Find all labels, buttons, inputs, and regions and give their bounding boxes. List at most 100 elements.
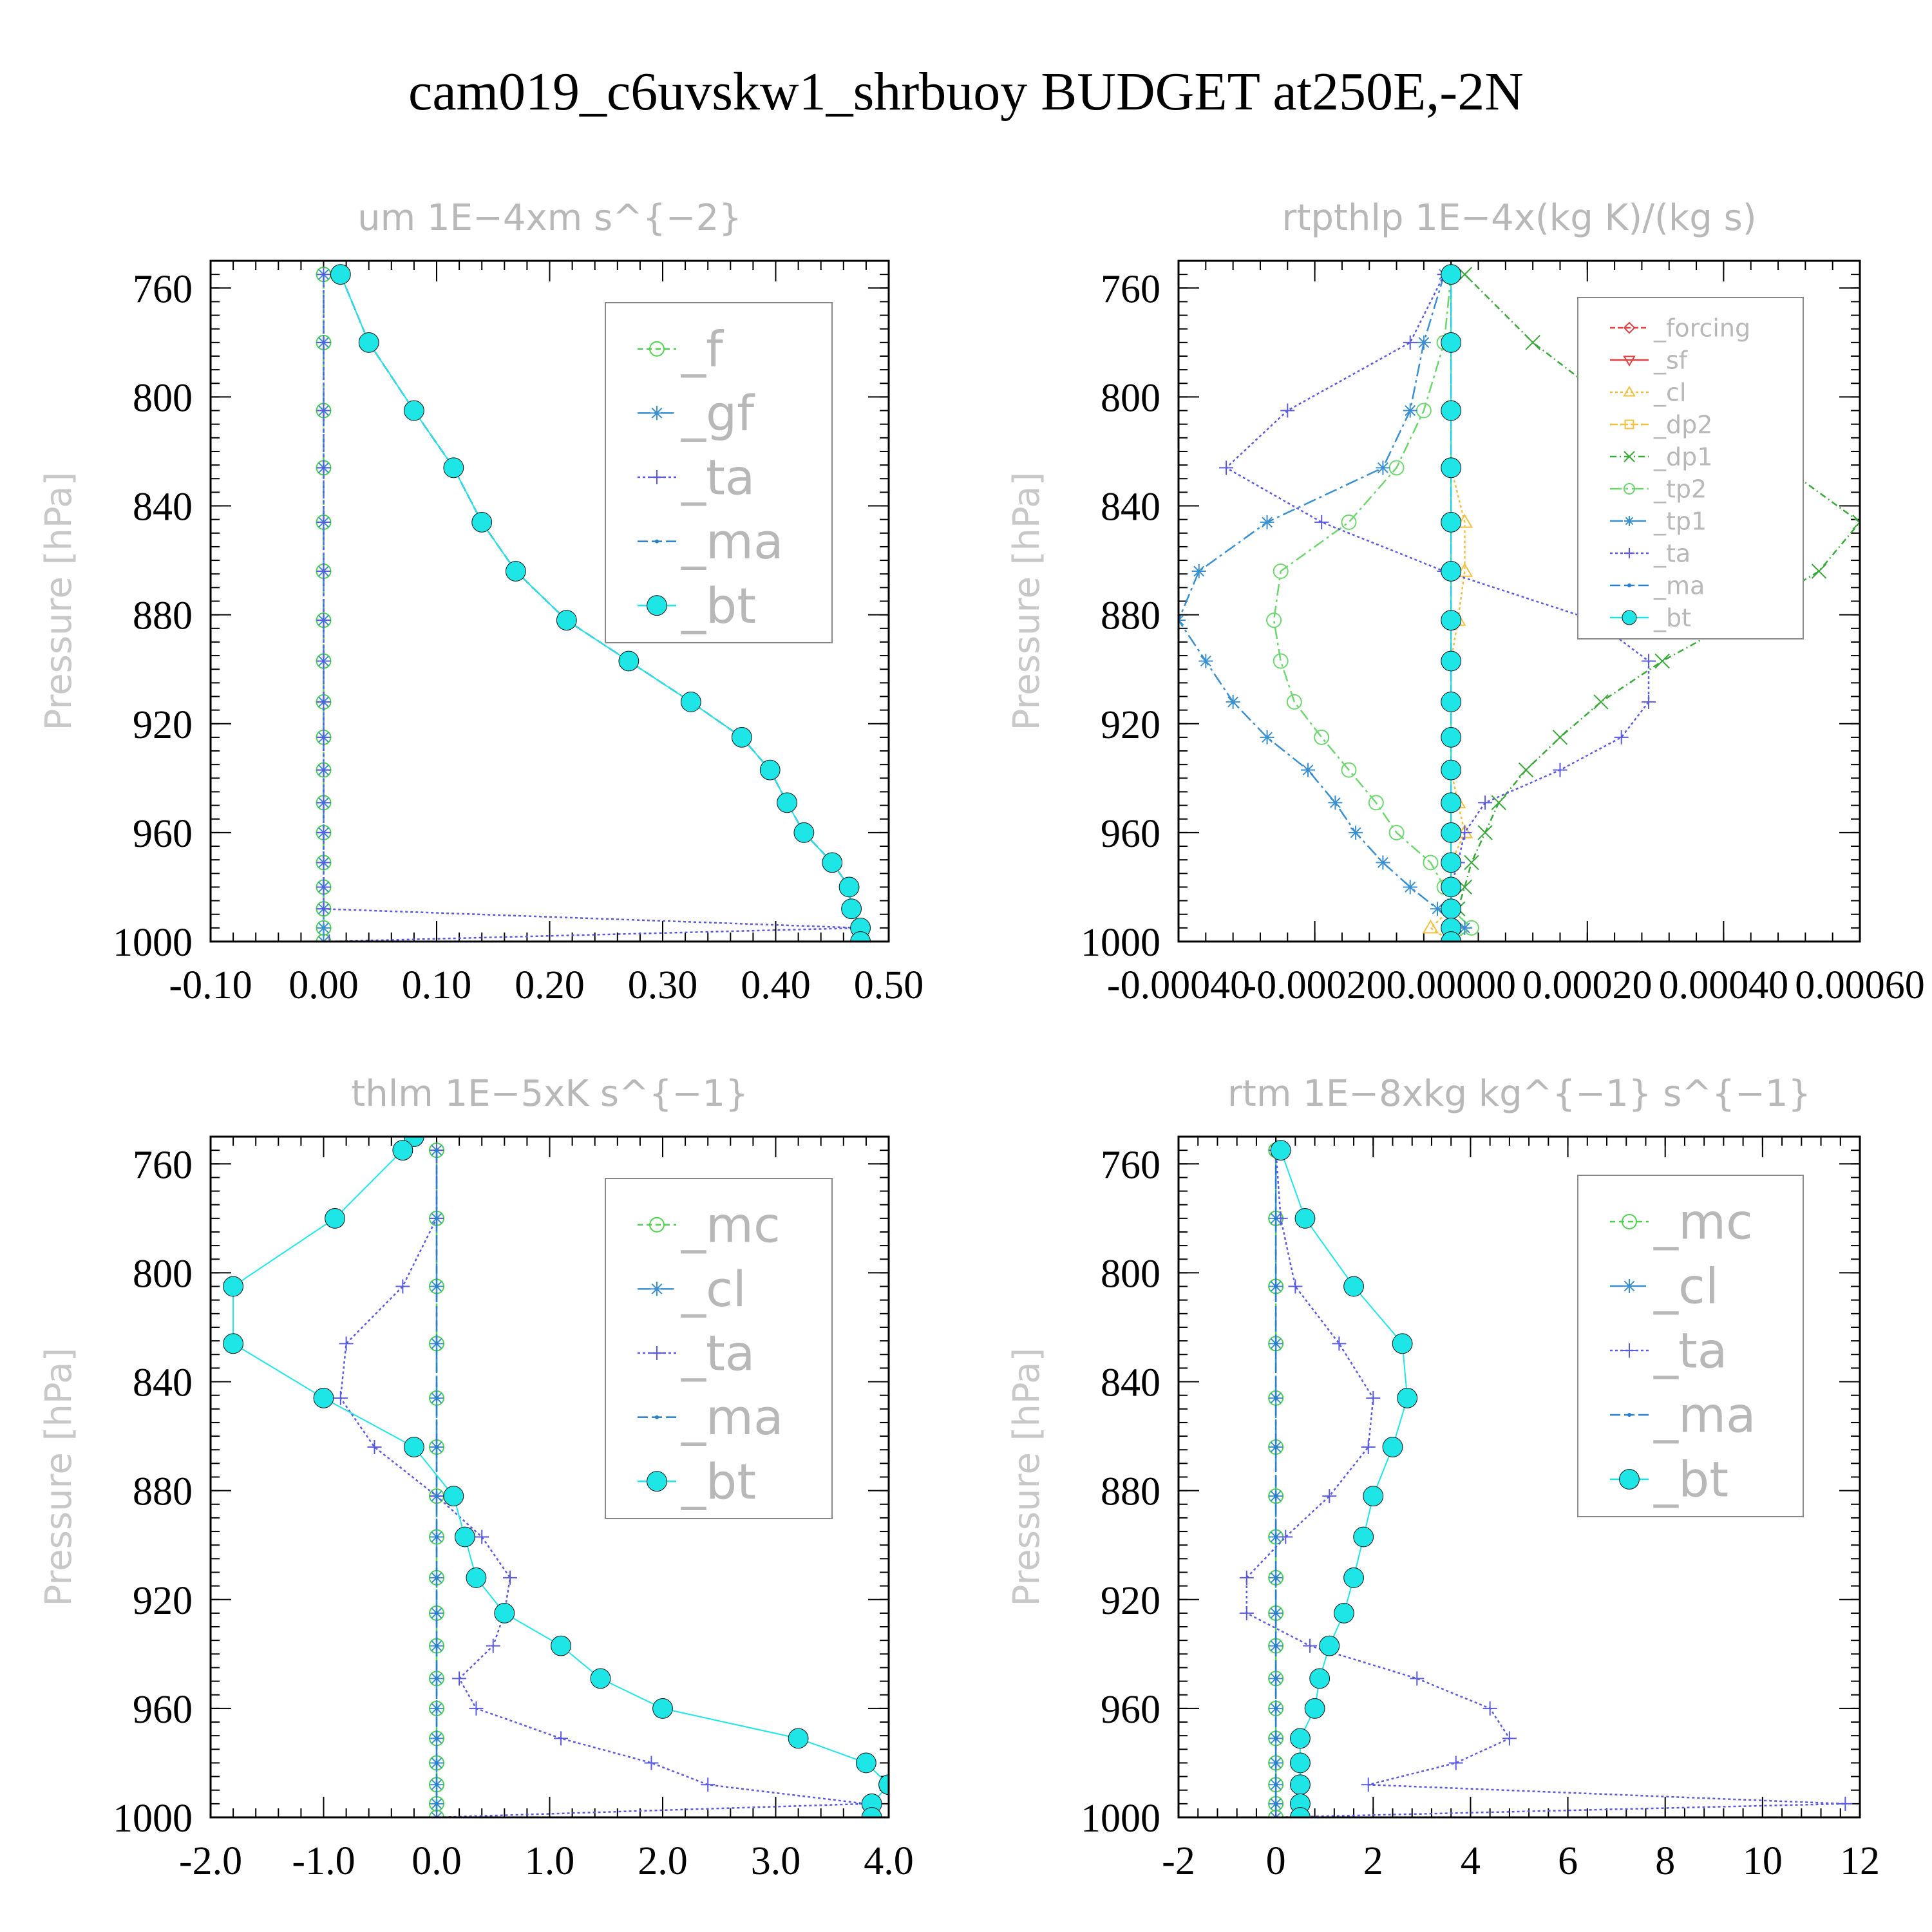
data-point (316, 795, 331, 810)
legend-item-bt: _bt (638, 1453, 756, 1510)
y-tick-label: 960 (133, 812, 193, 856)
data-point (1403, 403, 1417, 418)
y-tick-label: 960 (1101, 1688, 1160, 1732)
y-axis-label: Pressure [hPa] (38, 472, 80, 731)
legend: _forcing _sf _cl _dp2 _dp1 _tp2 _tp1 _ta _ma _bt (1577, 297, 1804, 639)
data-point (1274, 1396, 1278, 1400)
legend: _mc _cl _ta _ma _bt (1577, 1175, 1804, 1517)
x-tick-label: 0.50 (854, 963, 924, 1007)
legend-item-sf: _sf (1610, 346, 1689, 374)
data-point (793, 822, 815, 843)
data-point (1274, 1611, 1278, 1615)
data-point (452, 1671, 467, 1686)
legend-marker (1622, 610, 1637, 625)
y-tick-label: 920 (1101, 1579, 1160, 1623)
data-point (1478, 795, 1493, 810)
data-point (861, 1807, 882, 1817)
data-point (1552, 730, 1568, 745)
legend-marker (1619, 1469, 1640, 1490)
legend-item-ma: _ma (1610, 571, 1705, 600)
data-point (313, 1387, 334, 1408)
legend-item-mc: _mc (638, 1196, 781, 1253)
data-point (475, 1530, 489, 1544)
data-point (1838, 1796, 1853, 1811)
data-point (1260, 515, 1274, 529)
data-point (435, 1284, 439, 1289)
data-point (1286, 694, 1302, 710)
data-point (1361, 1439, 1376, 1454)
y-tick-label: 880 (1101, 594, 1160, 638)
data-point (777, 792, 797, 813)
y-tick-label: 880 (133, 594, 193, 638)
data-point (1593, 694, 1609, 710)
x-tick-label: -2 (1162, 1839, 1195, 1883)
data-point (1349, 825, 1363, 840)
y-tick-label: 1000 (113, 1797, 193, 1841)
data-point (316, 403, 331, 418)
y-tick-label: 800 (1101, 376, 1160, 420)
data-point (1852, 515, 1860, 530)
panel-title: rtpthlp 1E−4x(kg K)/(kg s) (1282, 197, 1756, 239)
legend-label: _ta (1653, 1322, 1727, 1379)
data-point (1274, 1284, 1278, 1289)
legend-label: _mc (681, 1196, 781, 1253)
legend-marker (647, 595, 667, 616)
legend-item-forcing: _forcing (1610, 314, 1750, 342)
data-point (590, 1668, 611, 1689)
data-point (1273, 653, 1289, 669)
series-line-ta (1225, 274, 1650, 942)
data-point (435, 1643, 439, 1648)
data-point (1361, 1777, 1376, 1792)
data-point (404, 400, 424, 421)
legend-label: _dp1 (1653, 442, 1712, 471)
panel-title: um 1E−4xm s^{−2} (357, 197, 742, 239)
data-point (1290, 1807, 1311, 1817)
legend-item-f: _f (638, 320, 724, 377)
data-point (316, 515, 331, 529)
data-point (1441, 792, 1462, 813)
legend-label: _tp1 (1653, 507, 1707, 535)
data-point (223, 1276, 244, 1297)
data-point (1301, 762, 1316, 777)
data-point (494, 1603, 515, 1624)
legend-item-ta: _ta (1610, 539, 1690, 567)
data-point (330, 264, 351, 285)
legend-label: _bt (1653, 1451, 1728, 1508)
legend-marker (650, 470, 664, 484)
y-tick-label: 920 (133, 1579, 193, 1623)
data-point (435, 1611, 439, 1615)
data-point (554, 1731, 569, 1746)
legend-item-ta: _ta (638, 449, 755, 506)
data-point (822, 852, 843, 873)
data-point (1363, 1486, 1384, 1506)
data-point (556, 610, 577, 630)
data-point (1332, 1336, 1347, 1351)
legend-marker (655, 1415, 659, 1419)
data-point (316, 855, 331, 870)
data-point (1397, 1387, 1418, 1408)
y-tick-label: 960 (1101, 812, 1160, 856)
data-point (1368, 795, 1384, 811)
legend-label: _ma (681, 1388, 784, 1446)
data-point (1403, 335, 1417, 350)
legend-item-tp1: _tp1 (1610, 507, 1707, 535)
data-point (1382, 1437, 1403, 1457)
legend-marker (647, 1471, 667, 1492)
data-point (1422, 919, 1439, 934)
data-point (1448, 1756, 1463, 1770)
y-tick-label: 880 (133, 1470, 193, 1514)
y-tick-label: 920 (1101, 703, 1160, 747)
data-point (1491, 795, 1506, 811)
y-tick-label: 1000 (1081, 921, 1160, 965)
data-point (1441, 400, 1462, 421)
legend-item-bt: _bt (1610, 603, 1691, 632)
legend-marker (1624, 451, 1635, 462)
y-tick-label: 800 (1101, 1252, 1160, 1296)
data-point (316, 920, 331, 935)
data-point (759, 759, 781, 781)
legend-item-tp2: _tp2 (1610, 475, 1707, 503)
x-tick-label: -0.00020 (1244, 963, 1387, 1007)
data-point (1274, 1736, 1278, 1741)
chart-panel-4: rtm 1E−8xkg kg^{−1} s^{−1} Pressure [hPa]… (1006, 1073, 1880, 1883)
data-point (454, 1526, 475, 1548)
